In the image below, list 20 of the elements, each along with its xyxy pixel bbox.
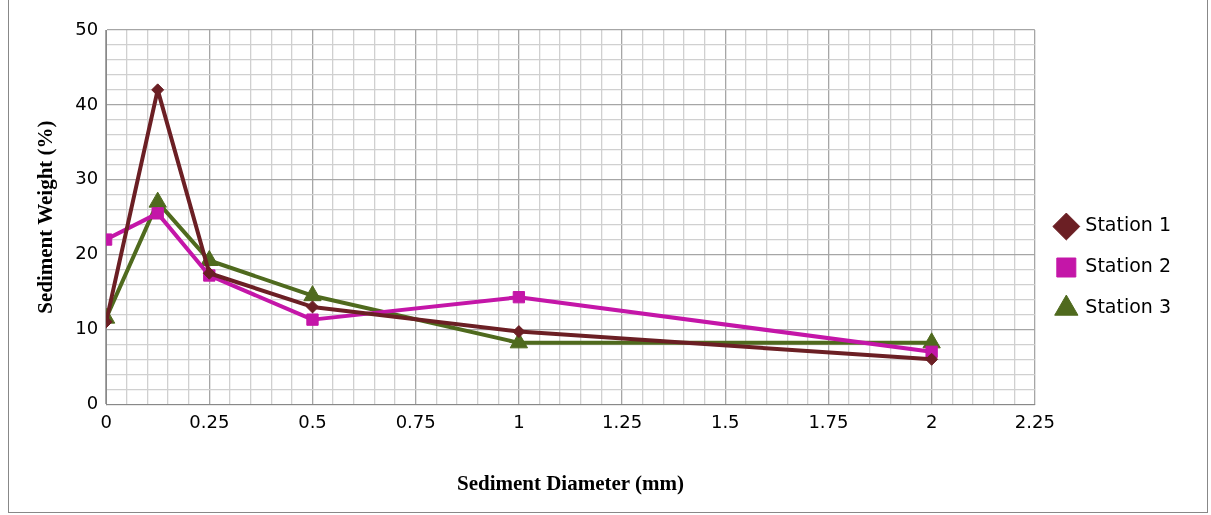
- legend-label: Station 2: [1085, 254, 1172, 277]
- x-tick-label: 1.75: [808, 410, 849, 432]
- x-tick-label: 0.25: [189, 410, 230, 432]
- x-tick-label: 2.25: [1014, 410, 1055, 432]
- y-tick-label: 0: [86, 391, 99, 413]
- x-axis-title: Sediment Diameter (mm): [456, 470, 684, 495]
- y-tick-label: 30: [75, 167, 99, 189]
- y-axis-title: Sediment Weight (%): [33, 120, 58, 314]
- y-tick-label: 10: [75, 317, 99, 339]
- legend-label: Station 3: [1085, 295, 1172, 318]
- x-tick-label: 1.5: [710, 410, 740, 432]
- x-tick-label: 1: [513, 410, 525, 432]
- x-tick-label: 0.75: [395, 410, 436, 432]
- legend-label: Station 1: [1085, 213, 1172, 236]
- y-tick-label: 40: [75, 92, 99, 114]
- x-tick-label: 0.5: [298, 410, 327, 432]
- y-tick-label: 50: [75, 17, 99, 39]
- x-tick-label: 2: [925, 410, 938, 432]
- x-tick-label: 1.25: [602, 410, 643, 432]
- y-tick-label: 20: [75, 242, 99, 264]
